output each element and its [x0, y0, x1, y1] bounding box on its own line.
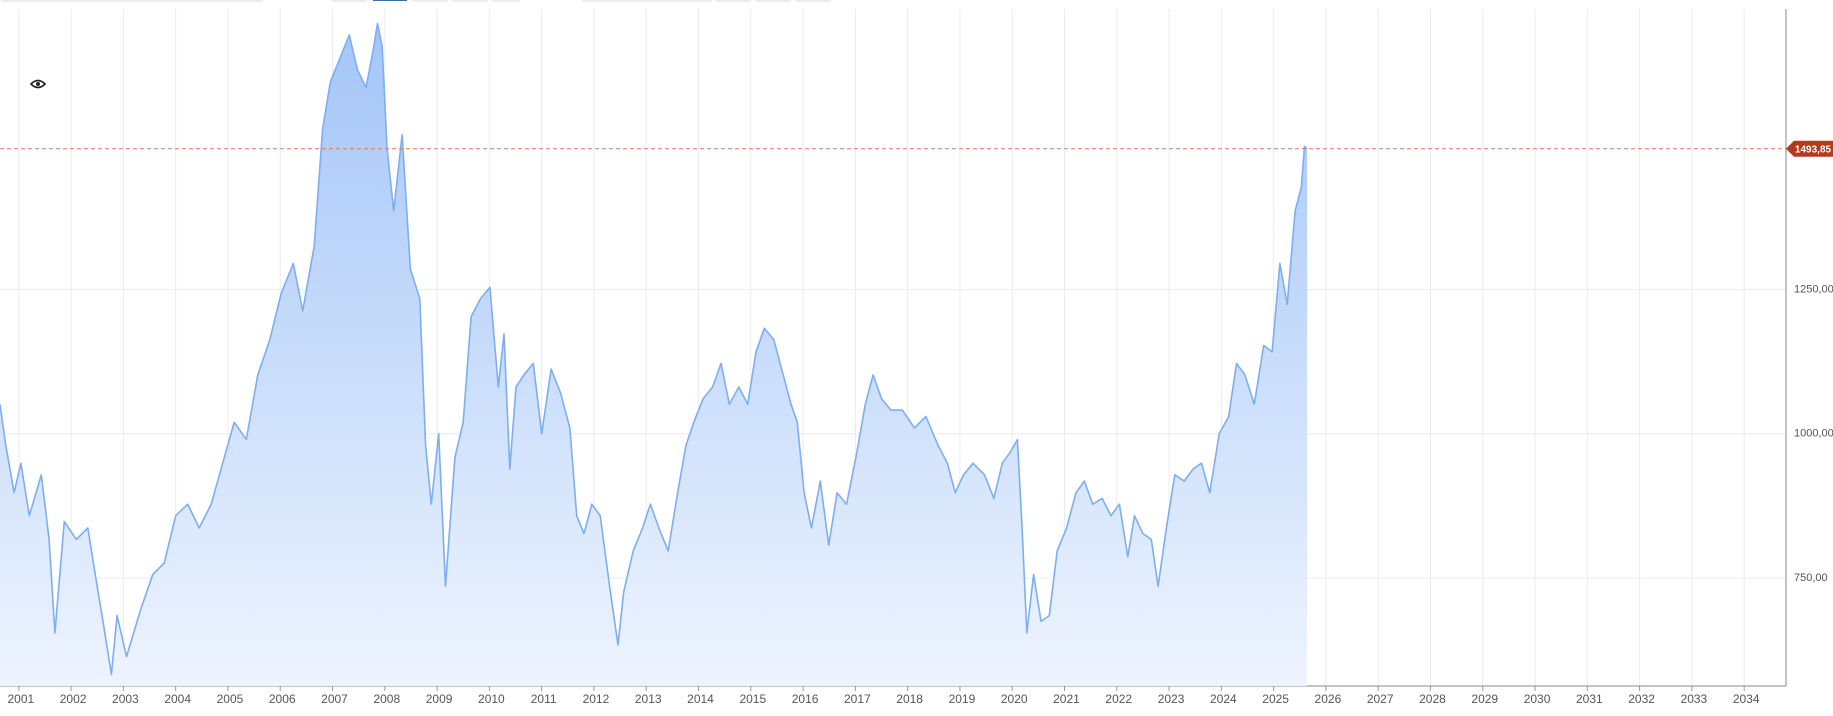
x-tick-label: 2033 [1681, 692, 1708, 706]
x-tick-label: 2017 [844, 692, 871, 706]
toolbar [1, 0, 831, 2]
x-tick-label: 2009 [426, 692, 453, 706]
x-tick-label: 2023 [1158, 692, 1185, 706]
x-tick-label: 2012 [583, 692, 610, 706]
y-tick-label: 1000,00 [1794, 428, 1833, 440]
x-tick-label: 2032 [1628, 692, 1655, 706]
x-tick-label: 2010 [478, 692, 505, 706]
x-tick-label: 2011 [531, 692, 557, 706]
x-tick-label: 2014 [687, 692, 714, 706]
x-tick-label: 2018 [896, 692, 923, 706]
x-tick-label: 2019 [949, 692, 976, 706]
x-tick-label: 2002 [60, 692, 87, 706]
x-tick-label: 2001 [7, 692, 34, 706]
x-tick-label: 2027 [1367, 692, 1394, 706]
x-tick-label: 2015 [739, 692, 766, 706]
x-tick-label: 2008 [373, 692, 400, 706]
x-tick-label: 2025 [1262, 692, 1289, 706]
area-fill [0, 23, 1308, 686]
x-tick-label: 2004 [164, 692, 191, 706]
x-tick-label: 2016 [792, 692, 819, 706]
line [0, 22, 1308, 676]
x-tick-label: 2013 [635, 692, 662, 706]
eye-icon[interactable] [29, 79, 47, 89]
x-tick-label: 2003 [112, 692, 139, 706]
y-tick-label: 750,00 [1794, 572, 1828, 584]
x-tick-label: 2021 [1053, 692, 1080, 706]
x-tick-label: 2005 [217, 692, 244, 706]
x-tick-label: 2022 [1105, 692, 1132, 706]
current-price-tag [1786, 140, 1833, 157]
x-tick-label: 2007 [321, 692, 348, 706]
x-tick-label: 2028 [1419, 692, 1446, 706]
x-tick-label: 2029 [1471, 692, 1498, 706]
x-tick-label: 2024 [1210, 692, 1237, 706]
x-tick-label: 2020 [1001, 692, 1028, 706]
x-tick-label: 2006 [269, 692, 296, 706]
x-tick-label: 2031 [1576, 692, 1603, 706]
x-tick-label: 2026 [1315, 692, 1342, 706]
current-price-label: 1493,85 [1795, 144, 1832, 155]
x-tick-label: 2034 [1733, 692, 1760, 706]
y-tick-label: 1250,00 [1794, 283, 1833, 295]
x-tick-label: 2030 [1524, 692, 1551, 706]
